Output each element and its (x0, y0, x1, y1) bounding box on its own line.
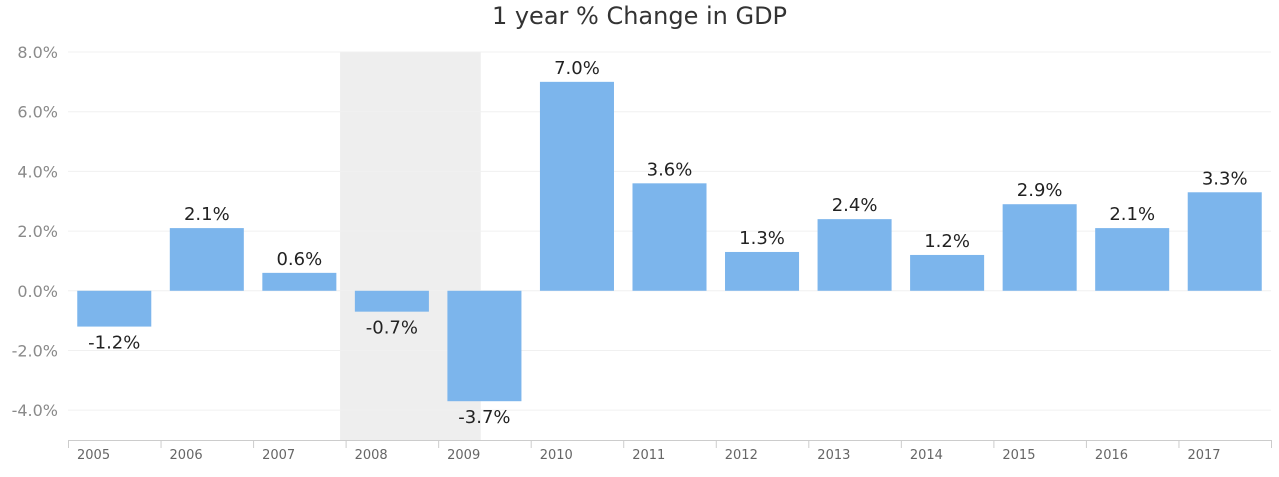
data-label-2009: -3.7% (458, 407, 510, 428)
x-tick-label: 2012 (725, 448, 758, 463)
bar-2005 (77, 290, 152, 327)
data-label-2006: 2.1% (184, 204, 230, 225)
data-label-2007: 0.6% (276, 249, 322, 270)
chart-title: 1 year % Change in GDP (492, 2, 787, 30)
data-label-2017: 3.3% (1202, 168, 1248, 189)
y-tick-label: -4.0% (12, 401, 58, 420)
bar-2006 (169, 228, 244, 291)
x-axis (68, 440, 1272, 448)
data-label-2011: 3.6% (647, 159, 693, 180)
data-label-2014: 1.2% (924, 231, 970, 252)
y-tick-label: 8.0% (17, 43, 58, 62)
x-tick-label: 2005 (77, 448, 110, 463)
bar-2008 (354, 290, 429, 312)
x-tick-label: 2006 (170, 448, 203, 463)
y-tick-label: 4.0% (17, 162, 58, 181)
x-tick-label: 2017 (1187, 448, 1220, 463)
y-axis-ticks: 8.0% 6.0% 4.0% 2.0% 0.0% -2.0% -4.0% (12, 43, 58, 420)
data-label-2010: 7.0% (554, 58, 600, 79)
bar-2016 (1095, 228, 1170, 291)
data-label-2013: 2.4% (832, 195, 878, 216)
bar-2011 (632, 183, 707, 291)
y-tick-label: -2.0% (12, 341, 58, 360)
y-tick-label: 0.0% (17, 282, 58, 301)
x-tick-label: 2014 (910, 448, 943, 463)
x-axis-ticks: 2005 2006 2007 2008 2009 2010 2011 2012 2013 2014… (77, 448, 1221, 463)
gridlines (68, 51, 1271, 411)
x-tick-label: 2016 (1095, 448, 1128, 463)
x-tick-label: 2011 (632, 448, 665, 463)
x-tick-label: 2015 (1002, 448, 1035, 463)
x-tick-label: 2013 (817, 448, 850, 463)
data-label-2016: 2.1% (1109, 204, 1155, 225)
bar-2007 (262, 272, 337, 291)
bar-2014 (910, 254, 985, 291)
bar-2015 (1002, 204, 1077, 291)
y-tick-label: 2.0% (17, 222, 58, 241)
y-tick-label: 6.0% (17, 103, 58, 122)
data-label-2005: -1.2% (88, 333, 140, 354)
x-tick-label: 2010 (540, 448, 573, 463)
bars (77, 81, 1262, 402)
bar-2012 (725, 251, 800, 291)
bar-2017 (1187, 192, 1262, 291)
bar-2013 (817, 219, 892, 291)
x-tick-label: 2009 (447, 448, 480, 463)
data-label-2012: 1.3% (739, 228, 785, 249)
x-tick-label: 2007 (262, 448, 295, 463)
data-labels: -1.2% 2.1% 0.6% -0.7% -3.7% 7.0% 3.6% 1.3% 2.4% 1… (88, 58, 1247, 428)
bar-2010 (539, 81, 614, 291)
data-label-2015: 2.9% (1017, 180, 1063, 201)
data-label-2008: -0.7% (366, 318, 418, 339)
bar-2009 (447, 290, 522, 402)
x-tick-label: 2008 (355, 448, 388, 463)
